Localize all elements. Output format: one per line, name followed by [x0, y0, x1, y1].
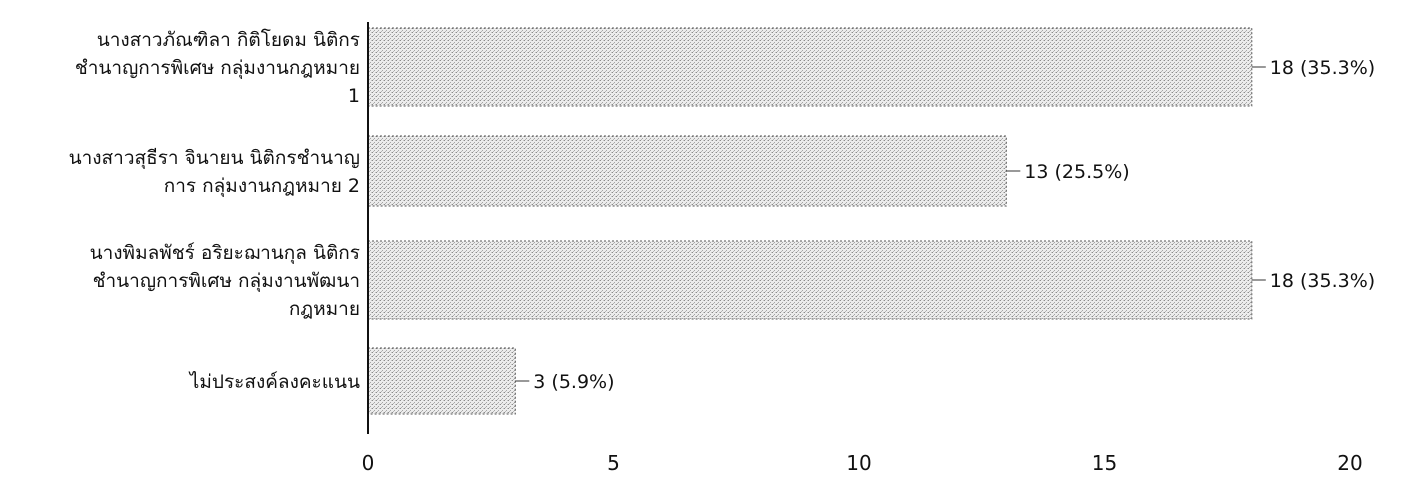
category-label-3: นางพิมลพัชร์ อริยะฌานกุล นิติกรชำนาญการพ… [90, 242, 360, 320]
x-tick-label-10: 10 [846, 451, 871, 475]
x-tick-label-20: 20 [1337, 451, 1362, 475]
category-label-2: นางสาวสุธีรา จินายน นิติกรชำนาญการ กลุ่ม… [69, 147, 360, 198]
data-label-3: 18 (35.3%) [1270, 270, 1375, 292]
data-label-1: 18 (35.3%) [1270, 57, 1375, 79]
x-tick-label-15: 15 [1092, 451, 1117, 475]
category-label-1: นางสาวภัณฑิลา กิติโยดม นิติกรชำนาญการพิเ… [75, 28, 360, 107]
data-label-2: 13 (25.5%) [1024, 161, 1129, 183]
category-label-line: ชำนาญการพิเศษ กลุ่มงานกฎหมาย [75, 57, 360, 80]
x-tick-label-5: 5 [607, 451, 620, 475]
bar-2 [367, 135, 1007, 207]
data-label-4: 3 (5.9%) [533, 371, 614, 393]
bar-4 [367, 347, 516, 415]
category-label-line: ชำนาญการพิเศษ กลุ่มงานพัฒนา [93, 270, 360, 293]
bar-1 [367, 27, 1253, 107]
category-label-line: นางสาวภัณฑิลา กิติโยดม นิติกร [97, 28, 360, 51]
category-label-line: นางสาวสุธีรา จินายน นิติกรชำนาญ [69, 147, 360, 170]
category-label-line: นางพิมลพัชร์ อริยะฌานกุล นิติกร [90, 242, 360, 265]
category-label-line: การ กลุ่มงานกฎหมาย 2 [164, 175, 360, 198]
category-label-line: กฎหมาย [289, 298, 360, 320]
category-label-line: 1 [348, 85, 360, 107]
category-label-line: ไม่ประสงค์ลงคะแนน [188, 371, 360, 393]
x-tick-label-0: 0 [362, 451, 375, 475]
category-label-4: ไม่ประสงค์ลงคะแนน [188, 371, 360, 393]
bar-3 [367, 240, 1253, 320]
